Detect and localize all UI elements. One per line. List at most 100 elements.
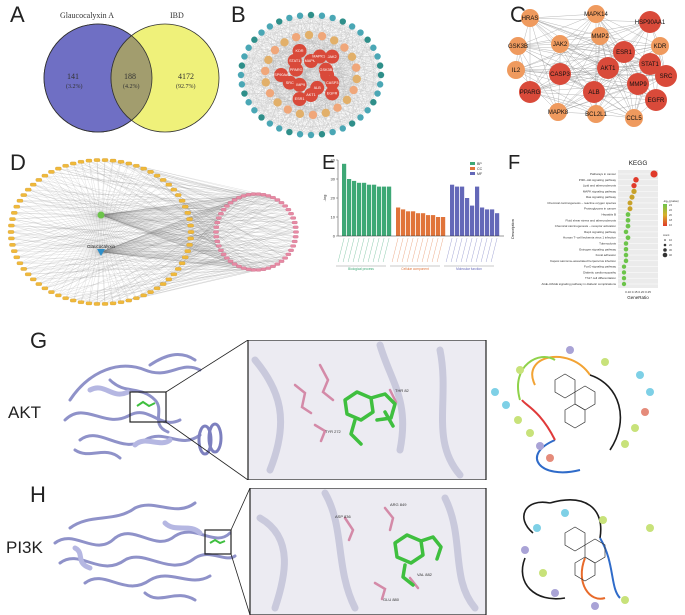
- network-d-target-node: [140, 166, 147, 171]
- network-d-target-node: [13, 255, 20, 260]
- network-d-pathway-node: [240, 266, 247, 270]
- network-b-node: [266, 120, 274, 127]
- network-d-target-node: [62, 164, 69, 168]
- network-c-node: [591, 27, 609, 45]
- network-d-pathway-node: [260, 267, 267, 271]
- network-b-node: [370, 44, 377, 51]
- network-d-target-node: [117, 300, 125, 304]
- network-b-node: [333, 103, 342, 112]
- go-term-label: [342, 237, 350, 263]
- network-d-target-node: [184, 249, 191, 253]
- go-bar: [357, 182, 362, 236]
- network-b-node: [318, 131, 326, 138]
- go-y-tick: 10: [331, 215, 336, 220]
- go-term-label: [382, 237, 390, 263]
- network-d-target-node: [8, 223, 15, 228]
- network-d-pathway-node: [270, 196, 276, 200]
- ppi-network-core: HRAS MAPK14 HSP90AA1 GSK3B JAK2 MMP2 KDR ESR1 IL…: [507, 5, 677, 127]
- kegg-dot: [629, 194, 635, 200]
- network-d-pathway-node: [231, 262, 238, 266]
- network-d-edges: [10, 160, 297, 304]
- network-d-target-node: [186, 243, 193, 247]
- network-c-node-label: HRAS: [522, 16, 539, 22]
- network-d-target-node: [165, 277, 172, 282]
- go-bar: [416, 213, 421, 236]
- kegg-pathway-label: Rap1 signaling pathway: [584, 230, 616, 234]
- network-c-node-label: MAPK8: [548, 110, 569, 116]
- akt-residue-2: TYR 272: [325, 429, 342, 434]
- network-d-target-node: [35, 282, 42, 286]
- kegg-pathway-label: Proteoglycans in cancer: [584, 207, 616, 211]
- pi3k-binding-box: [204, 529, 232, 555]
- network-c-node: [639, 53, 661, 75]
- go-term-label: [337, 237, 345, 263]
- network-b-node: [374, 53, 381, 60]
- network-d-pathway-node: [250, 192, 257, 196]
- ppi-network-full: IL2CASP3EGFRALBAKT1ESR1MMP9SRCHSP90AA1PP…: [237, 11, 385, 139]
- network-d-target-node: [9, 217, 16, 221]
- protein-label-pi3k: PI3K: [6, 538, 43, 557]
- network-b-node: [273, 98, 282, 107]
- panel-letter-e: E: [322, 152, 336, 174]
- go-bar: [475, 186, 480, 236]
- akt-protein-cartoon: [63, 353, 223, 460]
- network-b-node: [364, 36, 371, 43]
- kegg-legend-value: 22: [669, 208, 672, 212]
- network-b-node: [339, 125, 346, 132]
- network-d-target-node: [187, 223, 194, 228]
- go-term-label: [406, 237, 414, 263]
- network-c-node: [549, 103, 567, 121]
- network-c-node-label: CASP3: [550, 72, 570, 78]
- network-c-node-label: IL2: [512, 68, 521, 74]
- network-d-target-node: [85, 158, 93, 163]
- network-b-node: [261, 78, 270, 87]
- kegg-pathway-label: Ras signaling pathway: [586, 195, 617, 199]
- network-d-pathway-node: [282, 204, 288, 208]
- network-c-node-label: STAT1: [641, 62, 659, 68]
- go-group-label: Biological process: [348, 267, 374, 271]
- go-y-tick: 20: [331, 196, 336, 201]
- network-d-target-node: [165, 182, 172, 187]
- network-d-pathway-node: [236, 196, 242, 200]
- kegg-dot: [623, 246, 629, 252]
- go-bar: [406, 211, 411, 236]
- pi3k-residue-3: VAL 882: [417, 572, 433, 577]
- network-c-node: [509, 37, 527, 55]
- network-b-node: [364, 107, 371, 114]
- network-d-target-node: [11, 249, 18, 253]
- go-bar: [421, 213, 426, 236]
- network-d-target-node: [93, 302, 101, 306]
- network-d-target-node: [7, 230, 15, 234]
- network-d-pathway-node: [282, 256, 288, 260]
- network-b-node: [286, 14, 293, 22]
- network-d-pathway-node: [236, 264, 242, 268]
- go-bar: [426, 215, 431, 236]
- network-d-pathway-node: [216, 244, 222, 248]
- go-term-label: [372, 237, 380, 263]
- venn-right-label: IBD: [170, 11, 184, 20]
- network-d-target-node: [8, 236, 15, 241]
- go-bar: [367, 184, 372, 236]
- go-bar: [450, 184, 455, 236]
- kegg-pathway-label: AGE–RAGE signaling pathway in diabetic c…: [541, 282, 616, 286]
- network-d-target-node: [147, 170, 154, 174]
- kegg-pathway-label: Focal adhesion: [596, 253, 617, 257]
- network-b-node: [270, 45, 280, 55]
- network-d-pathway-node: [290, 216, 296, 220]
- go-group-label: Cellular component: [401, 267, 429, 271]
- network-c-node: [583, 81, 605, 103]
- network-c-node: [613, 41, 635, 63]
- venn-left-label: Glaucocalyxin A: [60, 11, 114, 20]
- network-d-pathway-node: [214, 220, 221, 225]
- network-b-node: [340, 43, 349, 52]
- network-b-node: [342, 95, 352, 105]
- go-term-label: [460, 237, 468, 263]
- network-c-node-label: BCL2L1: [585, 112, 607, 118]
- network-d-target-node: [153, 173, 161, 178]
- network-d-pathway-node: [214, 239, 221, 244]
- network-b-node: [317, 31, 327, 41]
- network-d-pathway-node: [274, 198, 281, 202]
- go-term-label: [352, 237, 360, 263]
- network-d-pathway-node: [292, 225, 299, 229]
- go-term-label: [436, 237, 444, 263]
